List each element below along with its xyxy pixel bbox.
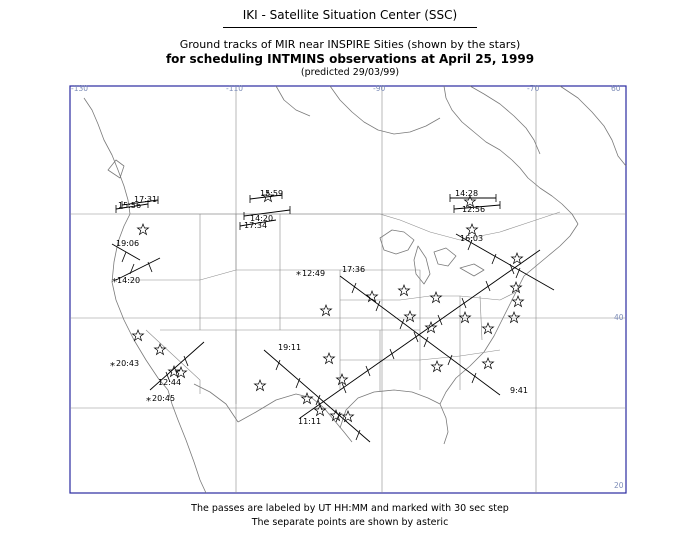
- pass-label: 9:41: [510, 386, 528, 395]
- ground-track-line: [239, 219, 277, 227]
- pass-label: 20:45: [152, 394, 175, 403]
- footer-note-asterisk: The separate points are shown by asteric: [251, 517, 449, 528]
- ground-track-line: [149, 341, 205, 391]
- map-frame: [69, 85, 627, 494]
- ground-track-line: [263, 349, 371, 443]
- lon-tick-label: -130: [71, 84, 88, 93]
- site-star-icon: [430, 360, 444, 373]
- lon-tick-label: -70: [527, 84, 539, 93]
- pass-label: 20:43: [116, 359, 139, 368]
- page-title: IKI - Satellite Situation Center (SSC): [242, 8, 458, 22]
- separate-point-asterisk: *: [296, 270, 301, 281]
- lat-tick-label: 60: [611, 84, 621, 93]
- pass-label: 19:06: [116, 239, 139, 248]
- site-star-icon: [153, 343, 167, 356]
- separate-point-asterisk: *: [146, 396, 151, 407]
- lat-tick-label: 20: [614, 481, 624, 490]
- site-star-icon: [463, 195, 477, 208]
- ground-tracks: [111, 194, 555, 443]
- site-star-icon: [329, 409, 343, 422]
- pass-label: 17:36: [342, 265, 365, 274]
- pass-label: 14:20: [250, 214, 273, 223]
- pass-label: 17:31: [134, 195, 157, 204]
- site-star-icon: [429, 291, 443, 304]
- site-star-icon: [509, 281, 523, 294]
- site-star-icon: [341, 410, 355, 423]
- separate-point-asterisk: *: [112, 277, 117, 288]
- pass-label: 15:56: [118, 201, 141, 210]
- site-star-icon: [319, 304, 333, 317]
- site-star-icon: [365, 290, 379, 303]
- site-star-icon: [465, 223, 479, 236]
- site-star-icon: [397, 284, 411, 297]
- map-heading: for scheduling INTMINS observations at A…: [165, 52, 535, 66]
- map-subtitle: Ground tracks of MIR near INSPIRE Sities…: [179, 38, 521, 51]
- site-star-icon: [174, 366, 188, 379]
- ground-track-line: [115, 203, 149, 210]
- site-star-icon: [322, 352, 336, 365]
- ground-track-line: [299, 249, 541, 419]
- ground-track-line: [339, 275, 501, 396]
- site-star-icon: [300, 392, 314, 405]
- pass-label: 11:11: [298, 417, 321, 426]
- pass-label: 12:44: [158, 378, 181, 387]
- site-star-icon: [510, 252, 524, 265]
- site-star-icon: [507, 311, 521, 324]
- lon-tick-label: -90: [373, 84, 385, 93]
- ground-track-line: [453, 204, 501, 210]
- site-star-icon: [511, 295, 525, 308]
- ground-track-line: [243, 209, 291, 217]
- lat-tick-label: 40: [614, 313, 624, 322]
- inspire-sites: [131, 190, 525, 423]
- site-star-icon: [481, 357, 495, 370]
- ground-track-line: [115, 257, 161, 281]
- site-star-icon: [136, 223, 150, 236]
- ground-track-line: [249, 194, 283, 200]
- pass-label: 16:03: [460, 234, 483, 243]
- title-underline: [223, 27, 477, 28]
- footer-note-step: The passes are labeled by UT HH:MM and m…: [191, 503, 509, 514]
- site-star-icon: [313, 404, 327, 417]
- pass-label: 14:20: [117, 276, 140, 285]
- site-star-icon: [253, 379, 267, 392]
- pass-label: 12:49: [302, 269, 325, 278]
- site-star-icon: [335, 373, 349, 386]
- coastlines: [83, 85, 627, 494]
- pass-label: 19:11: [278, 343, 301, 352]
- site-star-icon: [131, 329, 145, 342]
- pass-label: 14:28: [455, 189, 478, 198]
- separate-point-asterisk: *: [110, 361, 115, 372]
- pass-label: 12:56: [462, 205, 485, 214]
- site-star-icon: [458, 311, 472, 324]
- lon-tick-label: -110: [226, 84, 243, 93]
- pass-label: 17:34: [244, 221, 267, 230]
- pass-label: 15:59: [260, 189, 283, 198]
- site-star-icon: [403, 310, 417, 323]
- ground-track-line: [455, 233, 555, 291]
- ground-track-line: [121, 199, 159, 206]
- site-star-icon: [481, 322, 495, 335]
- site-star-icon: [167, 365, 181, 378]
- site-star-icon: [424, 321, 438, 334]
- prediction-date: (predicted 29/03/99): [300, 67, 400, 78]
- site-star-icon: [261, 190, 275, 203]
